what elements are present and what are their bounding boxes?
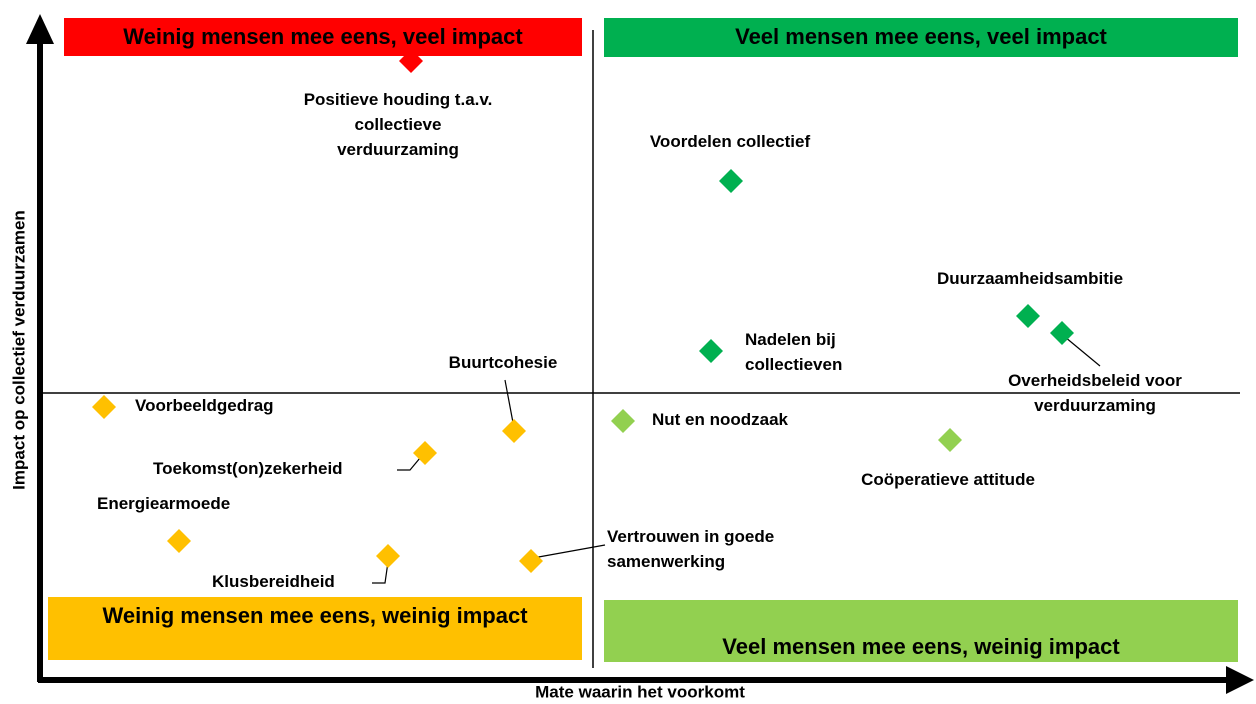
label-line: Overheidsbeleid voor [1008,371,1182,390]
point-marker [167,529,191,553]
point-label: Buurtcohesie [449,353,558,372]
leaders [372,336,1101,584]
leader-line [372,561,389,584]
point-marker [719,169,743,193]
quadrant-box [64,18,582,56]
point-label: Voordelen collectief [650,132,811,151]
point-marker [938,428,962,452]
label-line: collectieve [355,115,442,134]
label-line: Coöperatieve attitude [861,470,1035,489]
point-marker [502,419,526,443]
point-marker [413,441,437,465]
label-line: Nut en noodzaak [652,410,789,429]
point-label: Coöperatieve attitude [861,470,1035,489]
point-marker [611,409,635,433]
label-line: verduurzaming [1034,396,1156,415]
point-marker [1050,321,1074,345]
point-label: Nut en noodzaak [652,410,789,429]
label-line: samenwerking [607,552,725,571]
point-marker [92,395,116,419]
quadrant-title: Veel mensen mee eens, veel impact [735,24,1107,49]
point-label: Vertrouwen in goede samenwerking [607,527,774,571]
leader-line [532,544,606,559]
label-line: Voorbeeldgedrag [135,396,274,415]
quadrant-box [604,600,1238,662]
point-marker [699,339,723,363]
label-line: Vertrouwen in goede [607,527,774,546]
x-arrow [1226,666,1254,694]
y-axis-label: Impact op collectief verduurzamen [9,210,28,490]
quadrant-title: Weinig mensen mee eens, veel impact [123,24,523,49]
point-marker [376,544,400,568]
label-line: collectieven [745,355,842,374]
label-line: Duurzaamheidsambitie [937,269,1123,288]
point-marker [399,49,423,73]
label-line: Energiearmoede [97,494,230,513]
label-line: verduurzaming [337,140,459,159]
point-label: Klusbereidheid [212,572,335,591]
point-label: Overheidsbeleid voor verduurzaming [1008,371,1182,415]
point-label: Duurzaamheidsambitie [937,269,1123,288]
quadrant-title: Weinig mensen mee eens, weinig impact [102,603,528,628]
leader-line [504,379,515,429]
point-label: Toekomst(on)zekerheid [153,459,343,478]
point-label: Voorbeeldgedrag [135,396,274,415]
label-line: Positieve houding t.a.v. [304,90,493,109]
label-line: Toekomst(on)zekerheid [153,459,343,478]
quadrant-box [604,18,1238,57]
point-marker [519,549,543,573]
leader-line [1064,336,1101,367]
label-line: Buurtcohesie [449,353,558,372]
quadrant-box [48,597,582,660]
point-label: Positieve houding t.a.v. collectieve verdu… [304,90,493,159]
label-line: Nadelen bij [745,330,836,349]
point-marker [1016,304,1040,328]
point-label: Energiearmoede [97,494,230,513]
label-line: Klusbereidheid [212,572,335,591]
point-label: Nadelen bij collectieven [745,330,842,374]
label-line: Voordelen collectief [650,132,811,151]
leader-line [397,457,421,471]
quadrant-title: Veel mensen mee eens, weinig impact [722,634,1120,659]
x-axis-label: Mate waarin het voorkomt [535,682,745,701]
y-arrow [26,14,54,44]
